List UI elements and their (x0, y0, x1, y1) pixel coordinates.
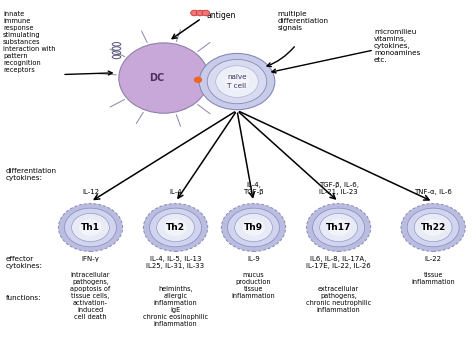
Circle shape (422, 219, 445, 236)
Text: differentiation
cytokines:: differentiation cytokines: (5, 168, 56, 181)
Circle shape (164, 219, 187, 236)
Circle shape (64, 208, 117, 247)
Text: DC: DC (149, 73, 164, 83)
Circle shape (407, 208, 459, 247)
Text: IL-4: IL-4 (169, 189, 182, 195)
Text: Th22: Th22 (420, 223, 446, 232)
Circle shape (228, 208, 280, 247)
Circle shape (313, 208, 365, 247)
Circle shape (202, 10, 210, 16)
Circle shape (79, 219, 102, 236)
Text: TGF-β, IL-6,
IL-21, IL-23: TGF-β, IL-6, IL-21, IL-23 (319, 182, 359, 195)
Circle shape (194, 77, 202, 83)
Circle shape (225, 72, 249, 91)
Text: TNF-α, IL-6: TNF-α, IL-6 (414, 189, 452, 195)
Text: helminths,
allergic
inflammation
IgE
chronic eosinophilic
inflammation: helminths, allergic inflammation IgE chr… (143, 286, 208, 327)
Text: extracellular
pathogens,
chronic neutrophilic
inflammation: extracellular pathogens, chronic neutrop… (306, 286, 371, 313)
Circle shape (199, 53, 275, 110)
Text: IL-4, IL-5, IL-13
IL25, IL-31, IL-33: IL-4, IL-5, IL-13 IL25, IL-31, IL-33 (146, 256, 205, 269)
Circle shape (401, 204, 465, 251)
Text: intracellular
pathogens,
apoptosis of
tissue cells,
activation-
induced
cell dea: intracellular pathogens, apoptosis of ti… (70, 273, 110, 321)
Text: multiple
differentiation
signals: multiple differentiation signals (277, 11, 328, 31)
Circle shape (196, 10, 204, 16)
Text: naïve: naïve (227, 74, 247, 80)
Text: T cell: T cell (228, 84, 246, 90)
Text: IL-4,
TGF-β: IL-4, TGF-β (243, 182, 264, 195)
Circle shape (207, 59, 267, 104)
Circle shape (221, 204, 286, 251)
Text: tissue
inflammation: tissue inflammation (411, 273, 455, 286)
Text: IFN-γ: IFN-γ (82, 256, 100, 262)
Text: antigen: antigen (206, 11, 236, 20)
Text: IL-22: IL-22 (425, 256, 442, 262)
Circle shape (144, 204, 208, 251)
Circle shape (235, 214, 273, 241)
Circle shape (319, 214, 357, 241)
Circle shape (216, 66, 258, 97)
Circle shape (156, 214, 194, 241)
Text: IL-12: IL-12 (82, 189, 99, 195)
Text: Th2: Th2 (166, 223, 185, 232)
Circle shape (72, 214, 109, 241)
Circle shape (307, 204, 371, 251)
Text: IL-9: IL-9 (247, 256, 260, 262)
Text: functions:: functions: (5, 295, 41, 301)
Text: mucus
production
tissue
inflammation: mucus production tissue inflammation (232, 273, 275, 299)
Text: Th1: Th1 (81, 223, 100, 232)
Text: Th17: Th17 (326, 223, 351, 232)
Text: effector
cytokines:: effector cytokines: (5, 256, 42, 269)
Text: micromilieu
vitamins,
cytokines,
monoamines
etc.: micromilieu vitamins, cytokines, monoami… (374, 29, 420, 63)
Text: IL6, IL-8, IL-17A,
IL-17E, IL-22, IL-26: IL6, IL-8, IL-17A, IL-17E, IL-22, IL-26 (306, 256, 371, 269)
Text: innate
immune
response
stimulating
substances
interaction with
pattern
recogniti: innate immune response stimulating subst… (3, 11, 55, 73)
Circle shape (327, 219, 350, 236)
Text: Th9: Th9 (244, 223, 263, 232)
Circle shape (58, 204, 123, 251)
Circle shape (242, 219, 265, 236)
Ellipse shape (119, 43, 209, 113)
Circle shape (414, 214, 452, 241)
Circle shape (150, 208, 201, 247)
Circle shape (191, 10, 198, 16)
